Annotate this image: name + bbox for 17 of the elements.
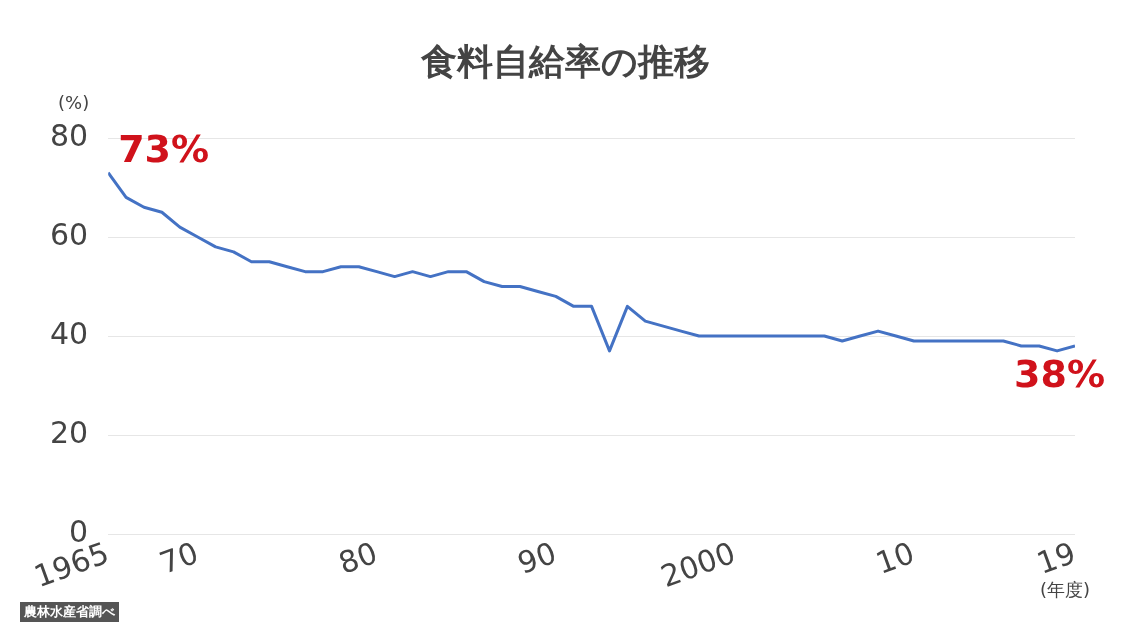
- x-tick-label: 19: [1032, 534, 1081, 581]
- x-tick-label: 70: [154, 534, 203, 581]
- y-tick-label: 0: [69, 513, 89, 549]
- x-axis-title: (年度): [1040, 578, 1091, 602]
- chart-title: 食料自給率の推移: [419, 40, 711, 84]
- y-tick-label: 40: [49, 315, 89, 351]
- y-tick-label: 60: [49, 216, 89, 252]
- x-tick-label: 2000: [656, 534, 740, 594]
- y-axis-title: (%): [58, 92, 90, 113]
- y-tick-label: 20: [49, 414, 89, 450]
- y-tick-label: 80: [49, 117, 89, 153]
- annotation: 73%: [118, 126, 210, 171]
- x-tick-label: 80: [333, 534, 382, 581]
- text: 農林水産省調べ: [20, 602, 119, 622]
- x-tick-label: 10: [871, 534, 919, 581]
- annotation: 38%: [1014, 351, 1105, 396]
- x-tick-label: 90: [512, 534, 561, 581]
